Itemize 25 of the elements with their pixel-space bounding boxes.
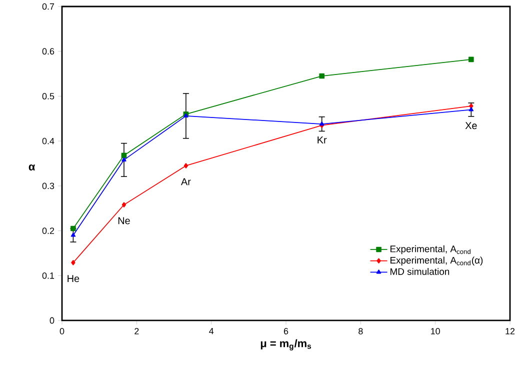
x-tick-label: 12 (506, 328, 515, 334)
y-tick-label: 0.2 (42, 227, 54, 234)
x-tick-label: 8 (358, 328, 363, 334)
annotation: Ar (180, 178, 191, 185)
y-tick-label: 0.6 (42, 48, 54, 54)
legend-label: Experimental, A$_{cond}$ (390, 245, 470, 254)
y-tick-label: 0.3 (42, 182, 54, 189)
x-tick-label: 10 (431, 328, 440, 334)
legend-label: MD simulation (390, 268, 450, 275)
y-tick-label: 0.7 (42, 3, 54, 10)
x-axis-title: μ = m$_{g}$/m$_{s}$ (260, 338, 312, 350)
y-tick-label: 0.4 (42, 138, 54, 144)
y-axis-title: α (28, 164, 36, 170)
x-tick-label: 2 (134, 328, 139, 334)
y-tick-label: 0 (50, 317, 54, 324)
x-tick-label: 6 (284, 328, 288, 334)
annotation: Kr (318, 136, 327, 144)
legend-label: Experimental, A$_{cond}$(α) (390, 256, 483, 266)
x-tick-label: 0 (60, 328, 64, 334)
annotation: Ne (118, 217, 130, 224)
annotation: He (68, 274, 80, 282)
annotation: Xe (465, 122, 477, 129)
x-tick-label: 4 (209, 328, 214, 334)
y-tick-label: 0.5 (42, 92, 54, 100)
y-tick-label: 0.1 (42, 272, 54, 279)
